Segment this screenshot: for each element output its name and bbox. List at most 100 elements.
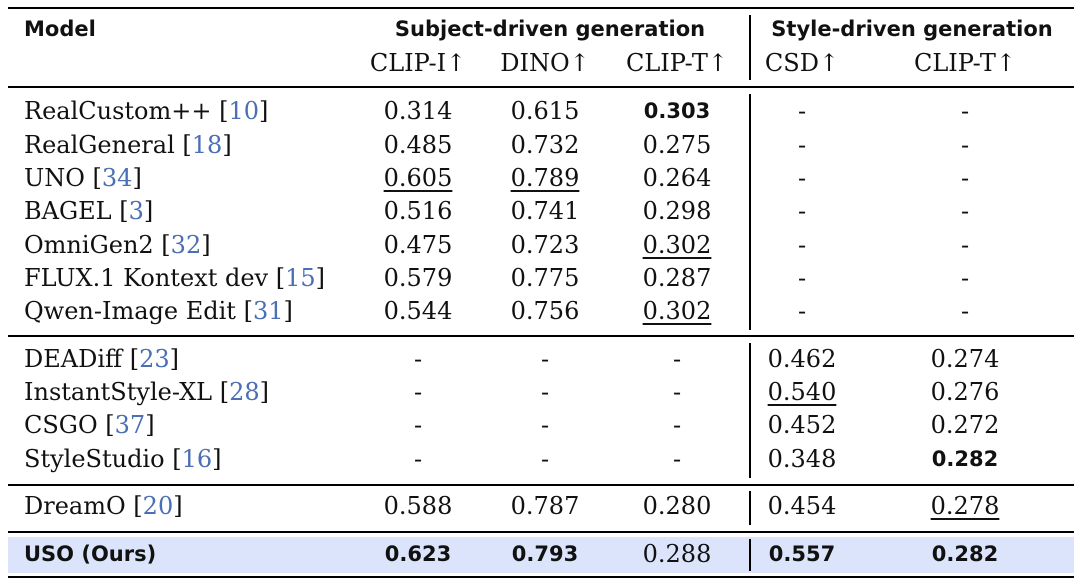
metric-cell: 0.615 bbox=[510, 97, 580, 125]
metric-cell: 0.276 bbox=[930, 378, 1000, 406]
metric-cell: 0.454 bbox=[767, 492, 837, 520]
citation-link[interactable]: 10 bbox=[228, 97, 260, 125]
metric-cell: 0.288 bbox=[642, 540, 712, 568]
metric-cell: 0.579 bbox=[383, 264, 453, 292]
model-column-header: Model bbox=[24, 17, 96, 41]
metric-cell: 0.287 bbox=[642, 264, 712, 292]
metric-cell: - bbox=[540, 345, 550, 373]
citation-bracket-close: ] bbox=[169, 345, 179, 373]
metric-cell: - bbox=[960, 164, 970, 192]
metric-cell: 0.557 bbox=[768, 542, 836, 566]
metric-cell: 0.275 bbox=[642, 131, 712, 159]
model-name-text: StyleStudio bbox=[24, 445, 173, 473]
citation-bracket-open: [ bbox=[243, 297, 253, 325]
citation-bracket-close: ] bbox=[145, 411, 155, 439]
metric-cell: 0.348 bbox=[767, 445, 837, 473]
metric-dino-header: DINO↑ bbox=[500, 49, 590, 77]
group-rule-2 bbox=[8, 484, 1074, 486]
citation-bracket-close: ] bbox=[259, 378, 270, 406]
citation-bracket-open: [ bbox=[182, 131, 192, 159]
metric-cell: 0.516 bbox=[383, 197, 453, 225]
citation-bracket-open: [ bbox=[105, 411, 115, 439]
citation-bracket-open: [ bbox=[133, 492, 143, 520]
metric-cell: 0.264 bbox=[642, 164, 712, 192]
citation-bracket-open: [ bbox=[129, 345, 140, 373]
model-name: CSGO [37] bbox=[24, 411, 155, 439]
citation-bracket-close: ] bbox=[315, 264, 326, 292]
metric-cell: - bbox=[960, 131, 970, 159]
model-name: UNO [34] bbox=[24, 164, 142, 192]
metric-cell: 0.282 bbox=[931, 447, 999, 471]
metric-cell: 0.787 bbox=[510, 492, 580, 520]
metric-cell: - bbox=[797, 131, 807, 159]
group4-separator bbox=[749, 539, 751, 571]
citation-link[interactable]: 37 bbox=[114, 411, 146, 439]
metric-cell: 0.282 bbox=[931, 542, 999, 566]
model-name-text: CSGO bbox=[24, 411, 106, 439]
metric-cell: 0.475 bbox=[383, 231, 453, 259]
metric-cell: - bbox=[797, 264, 807, 292]
citation-link[interactable]: 3 bbox=[128, 197, 144, 225]
citation-bracket-close: ] bbox=[132, 164, 142, 192]
citation-link[interactable]: 20 bbox=[142, 492, 174, 520]
metric-cell: 0.741 bbox=[510, 197, 580, 225]
citation-bracket-open: [ bbox=[92, 164, 102, 192]
metric-cell: - bbox=[413, 345, 423, 373]
metric-cell: - bbox=[960, 197, 970, 225]
metric-cell: - bbox=[413, 411, 423, 439]
citation-bracket-close: ] bbox=[201, 231, 211, 259]
metric-cell: 0.605 bbox=[383, 164, 453, 192]
group-rule-3 bbox=[8, 531, 1074, 533]
model-name: DreamO [20] bbox=[24, 492, 183, 520]
citation-link[interactable]: 18 bbox=[191, 131, 223, 159]
group1-separator bbox=[749, 94, 751, 330]
metric-clip-t-subject-header: CLIP-T↑ bbox=[626, 49, 728, 77]
model-name-text: Qwen-Image Edit bbox=[24, 297, 244, 325]
model-name-text: RealGeneral bbox=[24, 131, 183, 159]
model-name: BAGEL [3] bbox=[24, 197, 153, 225]
header-separator bbox=[749, 15, 751, 80]
citation-link[interactable]: 32 bbox=[170, 231, 202, 259]
metric-cell: 0.274 bbox=[930, 345, 1000, 373]
metric-cell: 0.462 bbox=[767, 345, 837, 373]
model-name-text: UNO bbox=[24, 164, 93, 192]
metric-cell: 0.298 bbox=[642, 197, 712, 225]
metric-cell: - bbox=[960, 97, 970, 125]
group2-separator bbox=[749, 343, 751, 478]
model-name: Qwen-Image Edit [31] bbox=[24, 297, 293, 325]
metric-cell: - bbox=[540, 445, 550, 473]
citation-bracket-close: ] bbox=[173, 492, 183, 520]
model-name-text: OmniGen2 bbox=[24, 231, 162, 259]
model-name: InstantStyle-XL [28] bbox=[24, 378, 269, 406]
metric-csd-header: CSD↑ bbox=[764, 49, 840, 77]
citation-bracket-open: [ bbox=[219, 97, 229, 125]
citation-link[interactable]: 15 bbox=[285, 264, 316, 292]
citation-link[interactable]: 31 bbox=[252, 297, 284, 325]
metric-cell: 0.452 bbox=[767, 411, 837, 439]
metric-cell: 0.272 bbox=[930, 411, 1000, 439]
metric-cell: 0.302 bbox=[642, 297, 712, 325]
citation-link[interactable]: 34 bbox=[101, 164, 133, 192]
subject-group-header: Subject-driven generation bbox=[394, 17, 706, 41]
model-name: DEADiff [23] bbox=[24, 345, 179, 373]
model-name-text: USO (Ours) bbox=[24, 542, 157, 566]
citation-link[interactable]: 28 bbox=[229, 378, 260, 406]
citation-bracket-close: ] bbox=[222, 131, 232, 159]
metric-cell: - bbox=[797, 231, 807, 259]
style-group-header: Style-driven generation bbox=[771, 17, 1053, 41]
citation-link[interactable]: 23 bbox=[139, 345, 170, 373]
citation-bracket-open: [ bbox=[172, 445, 182, 473]
citation-bracket-open: [ bbox=[161, 231, 171, 259]
model-name: FLUX.1 Kontext dev [15] bbox=[24, 264, 325, 292]
metric-cell: 0.302 bbox=[642, 231, 712, 259]
citation-link[interactable]: 16 bbox=[181, 445, 213, 473]
metric-cell: 0.485 bbox=[383, 131, 453, 159]
metric-cell: 0.540 bbox=[767, 378, 837, 406]
model-name: RealCustom++ [10] bbox=[24, 97, 268, 125]
metric-cell: 0.793 bbox=[511, 542, 579, 566]
group-rule-1 bbox=[8, 335, 1074, 337]
model-name: OmniGen2 [32] bbox=[24, 231, 211, 259]
metric-cell: 0.723 bbox=[510, 231, 580, 259]
metric-cell: - bbox=[540, 378, 550, 406]
table-top-rule bbox=[8, 7, 1074, 9]
